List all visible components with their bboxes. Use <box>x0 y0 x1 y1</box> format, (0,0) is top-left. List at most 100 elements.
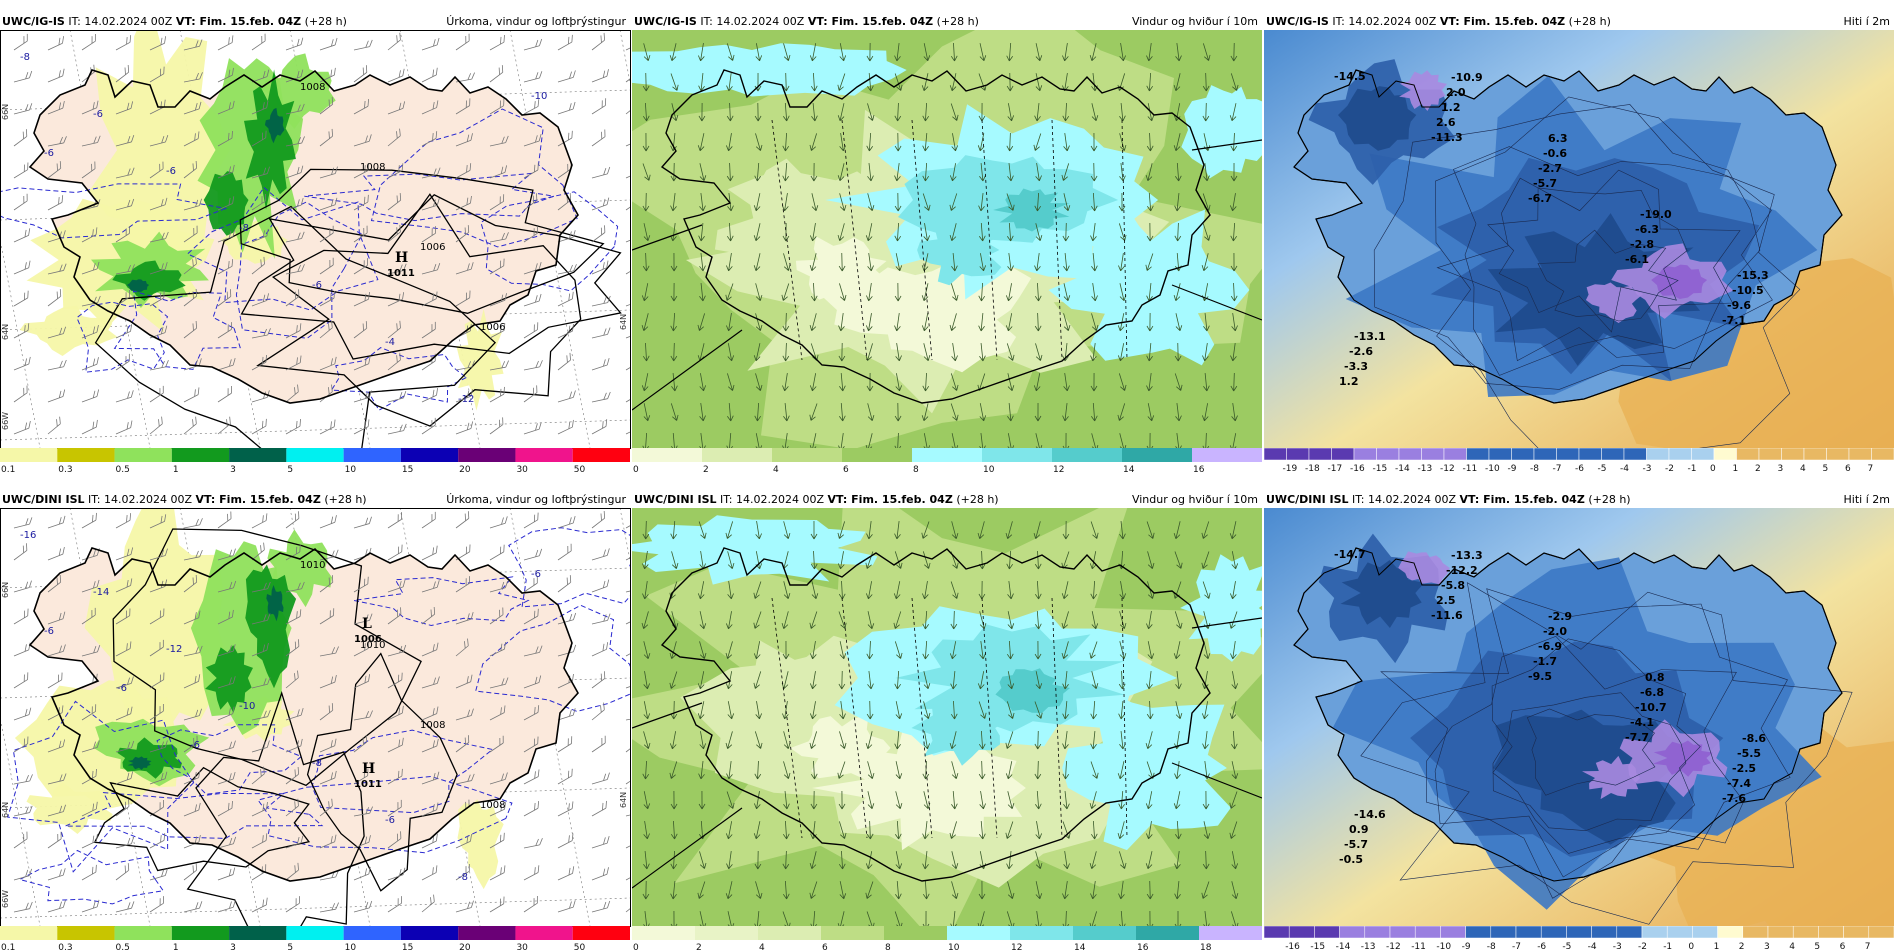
issue-time: IT: 14.02.2024 00Z <box>68 15 173 28</box>
temperature-value-label: -2.5 <box>1732 762 1756 775</box>
temperature-value-label: -11.6 <box>1431 609 1463 622</box>
legend-swatch <box>702 448 772 462</box>
legend-swatch <box>1511 448 1535 461</box>
legend-swatch <box>842 448 912 462</box>
legend-swatch <box>400 448 459 462</box>
legend-label: -9 <box>1508 464 1517 474</box>
legend-swatch <box>1871 448 1894 461</box>
issue-time: IT: 14.02.2024 00Z <box>1352 493 1457 506</box>
legend-swatch <box>1792 926 1819 939</box>
grid-coordinate-label: 64N <box>1 324 10 340</box>
map-area[interactable] <box>632 30 1262 448</box>
legend-swatch <box>343 448 401 462</box>
legend-swatch <box>400 926 459 940</box>
legend-swatch <box>1843 926 1870 939</box>
legend-swatch <box>1736 448 1760 461</box>
issue-time: IT: 14.02.2024 00Z <box>88 493 193 506</box>
temperature-value-label: -9.6 <box>1727 299 1751 312</box>
legend-swatch <box>1339 926 1366 939</box>
map-area[interactable]: -14.7 -11.6 -9.5 -7.7 -7.6 -0.5 2.5 -1.7 -4.1 -7.… <box>1264 508 1894 926</box>
map-panel-precip: UWC/IG-IS IT: 14.02.2024 00Z VT: Fim. 15… <box>0 14 631 474</box>
panel-header: UWC/IG-IS IT: 14.02.2024 00Z VT: Fim. 15… <box>1266 14 1892 30</box>
legend-label: 50 <box>574 943 586 952</box>
valid-time: VT: Fim. 15.feb. 04Z <box>175 15 302 28</box>
map-canvas: -14.5 -11.3 -6.7 -6.1 -7.1 1.2 2.6 -5.7 -2.8 -9.6… <box>1264 30 1894 448</box>
legend-swatch <box>1389 926 1416 939</box>
temperature-value-label: -14.5 <box>1334 70 1366 83</box>
legend-label: 10 <box>345 465 357 474</box>
isobar-label: 1008 <box>360 162 385 173</box>
legend-swatch <box>1136 926 1199 940</box>
temperature-value-label: -6.7 <box>1528 192 1552 205</box>
valid-time: VT: Fim. 15.feb. 04Z <box>807 15 934 28</box>
lead-time: (+28 h) <box>1568 15 1611 28</box>
panel-header: UWC/IG-IS IT: 14.02.2024 00Z VT: Fim. 15… <box>634 14 1260 30</box>
legend-label: 0.5 <box>116 465 130 474</box>
temperature-contour-label: -8 <box>239 223 249 234</box>
legend-label: -7 <box>1553 464 1562 474</box>
legend-label: 5 <box>287 943 293 952</box>
legend-swatch <box>1533 448 1557 461</box>
grid-coordinate-label: 66N <box>1 104 10 120</box>
legend-label: -5 <box>1562 942 1571 952</box>
legend-label: 6 <box>1840 942 1846 952</box>
pressure-center-value: 1011 <box>354 779 382 790</box>
legend-label: 0.5 <box>116 943 130 952</box>
isobar-label: 1010 <box>360 640 385 651</box>
legend-label: -6 <box>1537 942 1546 952</box>
lead-time: (+28 h) <box>936 15 979 28</box>
lead-time: (+28 h) <box>1588 493 1631 506</box>
valid-time: VT: Fim. 15.feb. 04Z <box>1439 15 1566 28</box>
temperature-value-label: -14.6 <box>1354 808 1386 821</box>
legend-label: -11 <box>1463 464 1478 474</box>
legend-label: 14 <box>1074 943 1086 952</box>
legend-swatch <box>1540 926 1567 939</box>
temperature-value-label: -2.9 <box>1548 610 1572 623</box>
panel-title: Hiti í 2m <box>1843 493 1890 506</box>
legend-swatch <box>1803 448 1827 461</box>
model-name: UWC/DINI ISL <box>1266 493 1349 506</box>
panel-header: UWC/IG-IS IT: 14.02.2024 00Z VT: Fim. 15… <box>2 14 628 30</box>
map-panel-wind: UWC/IG-IS IT: 14.02.2024 00Z VT: Fim. 15… <box>632 14 1262 474</box>
panel-header: UWC/DINI ISL IT: 14.02.2024 00Z VT: Fim.… <box>2 492 628 508</box>
legend-swatch <box>1264 448 1287 461</box>
temperature-contour-label: -6 <box>166 166 176 177</box>
legend-swatch <box>1414 926 1441 939</box>
legend-swatch <box>1742 926 1769 939</box>
legend-label: 12 <box>1053 465 1064 474</box>
legend-label: 5 <box>287 465 293 474</box>
map-area[interactable] <box>632 508 1262 926</box>
legend-label: -14 <box>1336 942 1351 952</box>
legend-swatch <box>1286 448 1310 461</box>
legend-label: -3 <box>1643 464 1652 474</box>
legend-label: 0 <box>633 465 639 474</box>
temperature-contour-label: -10 <box>531 91 547 102</box>
legend-swatch <box>1868 926 1894 939</box>
legend-label: 7 <box>1865 942 1871 952</box>
legend-label: -16 <box>1350 464 1365 474</box>
legend-swatch <box>1781 448 1805 461</box>
grid-coordinate-label: 64N <box>1 802 10 818</box>
map-area[interactable]: 66N 64N 66W 64N -16 -14 -12 -10 -8 -6 -8 -6 -6 -6 -6 10… <box>0 508 630 926</box>
valid-time: VT: Fim. 15.feb. 04Z <box>1459 493 1585 506</box>
grid-coordinate-label: 64N <box>619 792 628 808</box>
legend-label: -18 <box>1305 464 1320 474</box>
temperature-value-label: 0.8 <box>1645 671 1665 684</box>
temperature-value-label: -19.0 <box>1640 208 1672 221</box>
legend-swatch <box>1566 926 1592 939</box>
pressure-center-letter: H <box>395 250 408 266</box>
legend-swatch <box>114 448 172 462</box>
legend-swatch <box>1465 926 1492 939</box>
legend-label: -10 <box>1485 464 1500 474</box>
legend-swatch <box>1591 926 1618 939</box>
legend-swatch <box>0 926 58 940</box>
legend-swatch <box>1122 448 1192 462</box>
map-area[interactable]: 66N 64N 66W 64N -8 -6 -6 -8 -6 -4 -12 -10 -6 1008 1008… <box>0 30 630 448</box>
legend-swatch <box>1288 926 1315 939</box>
temperature-value-label: -0.5 <box>1339 853 1363 866</box>
temperature-value-label: -7.7 <box>1625 731 1649 744</box>
temperature-value-label: -6.9 <box>1538 640 1562 653</box>
map-area[interactable]: -14.5 -11.3 -6.7 -6.1 -7.1 1.2 2.6 -5.7 -2.8 -9.6… <box>1264 30 1894 448</box>
legend-swatch <box>1623 448 1647 461</box>
legend-label: -9 <box>1462 942 1471 952</box>
